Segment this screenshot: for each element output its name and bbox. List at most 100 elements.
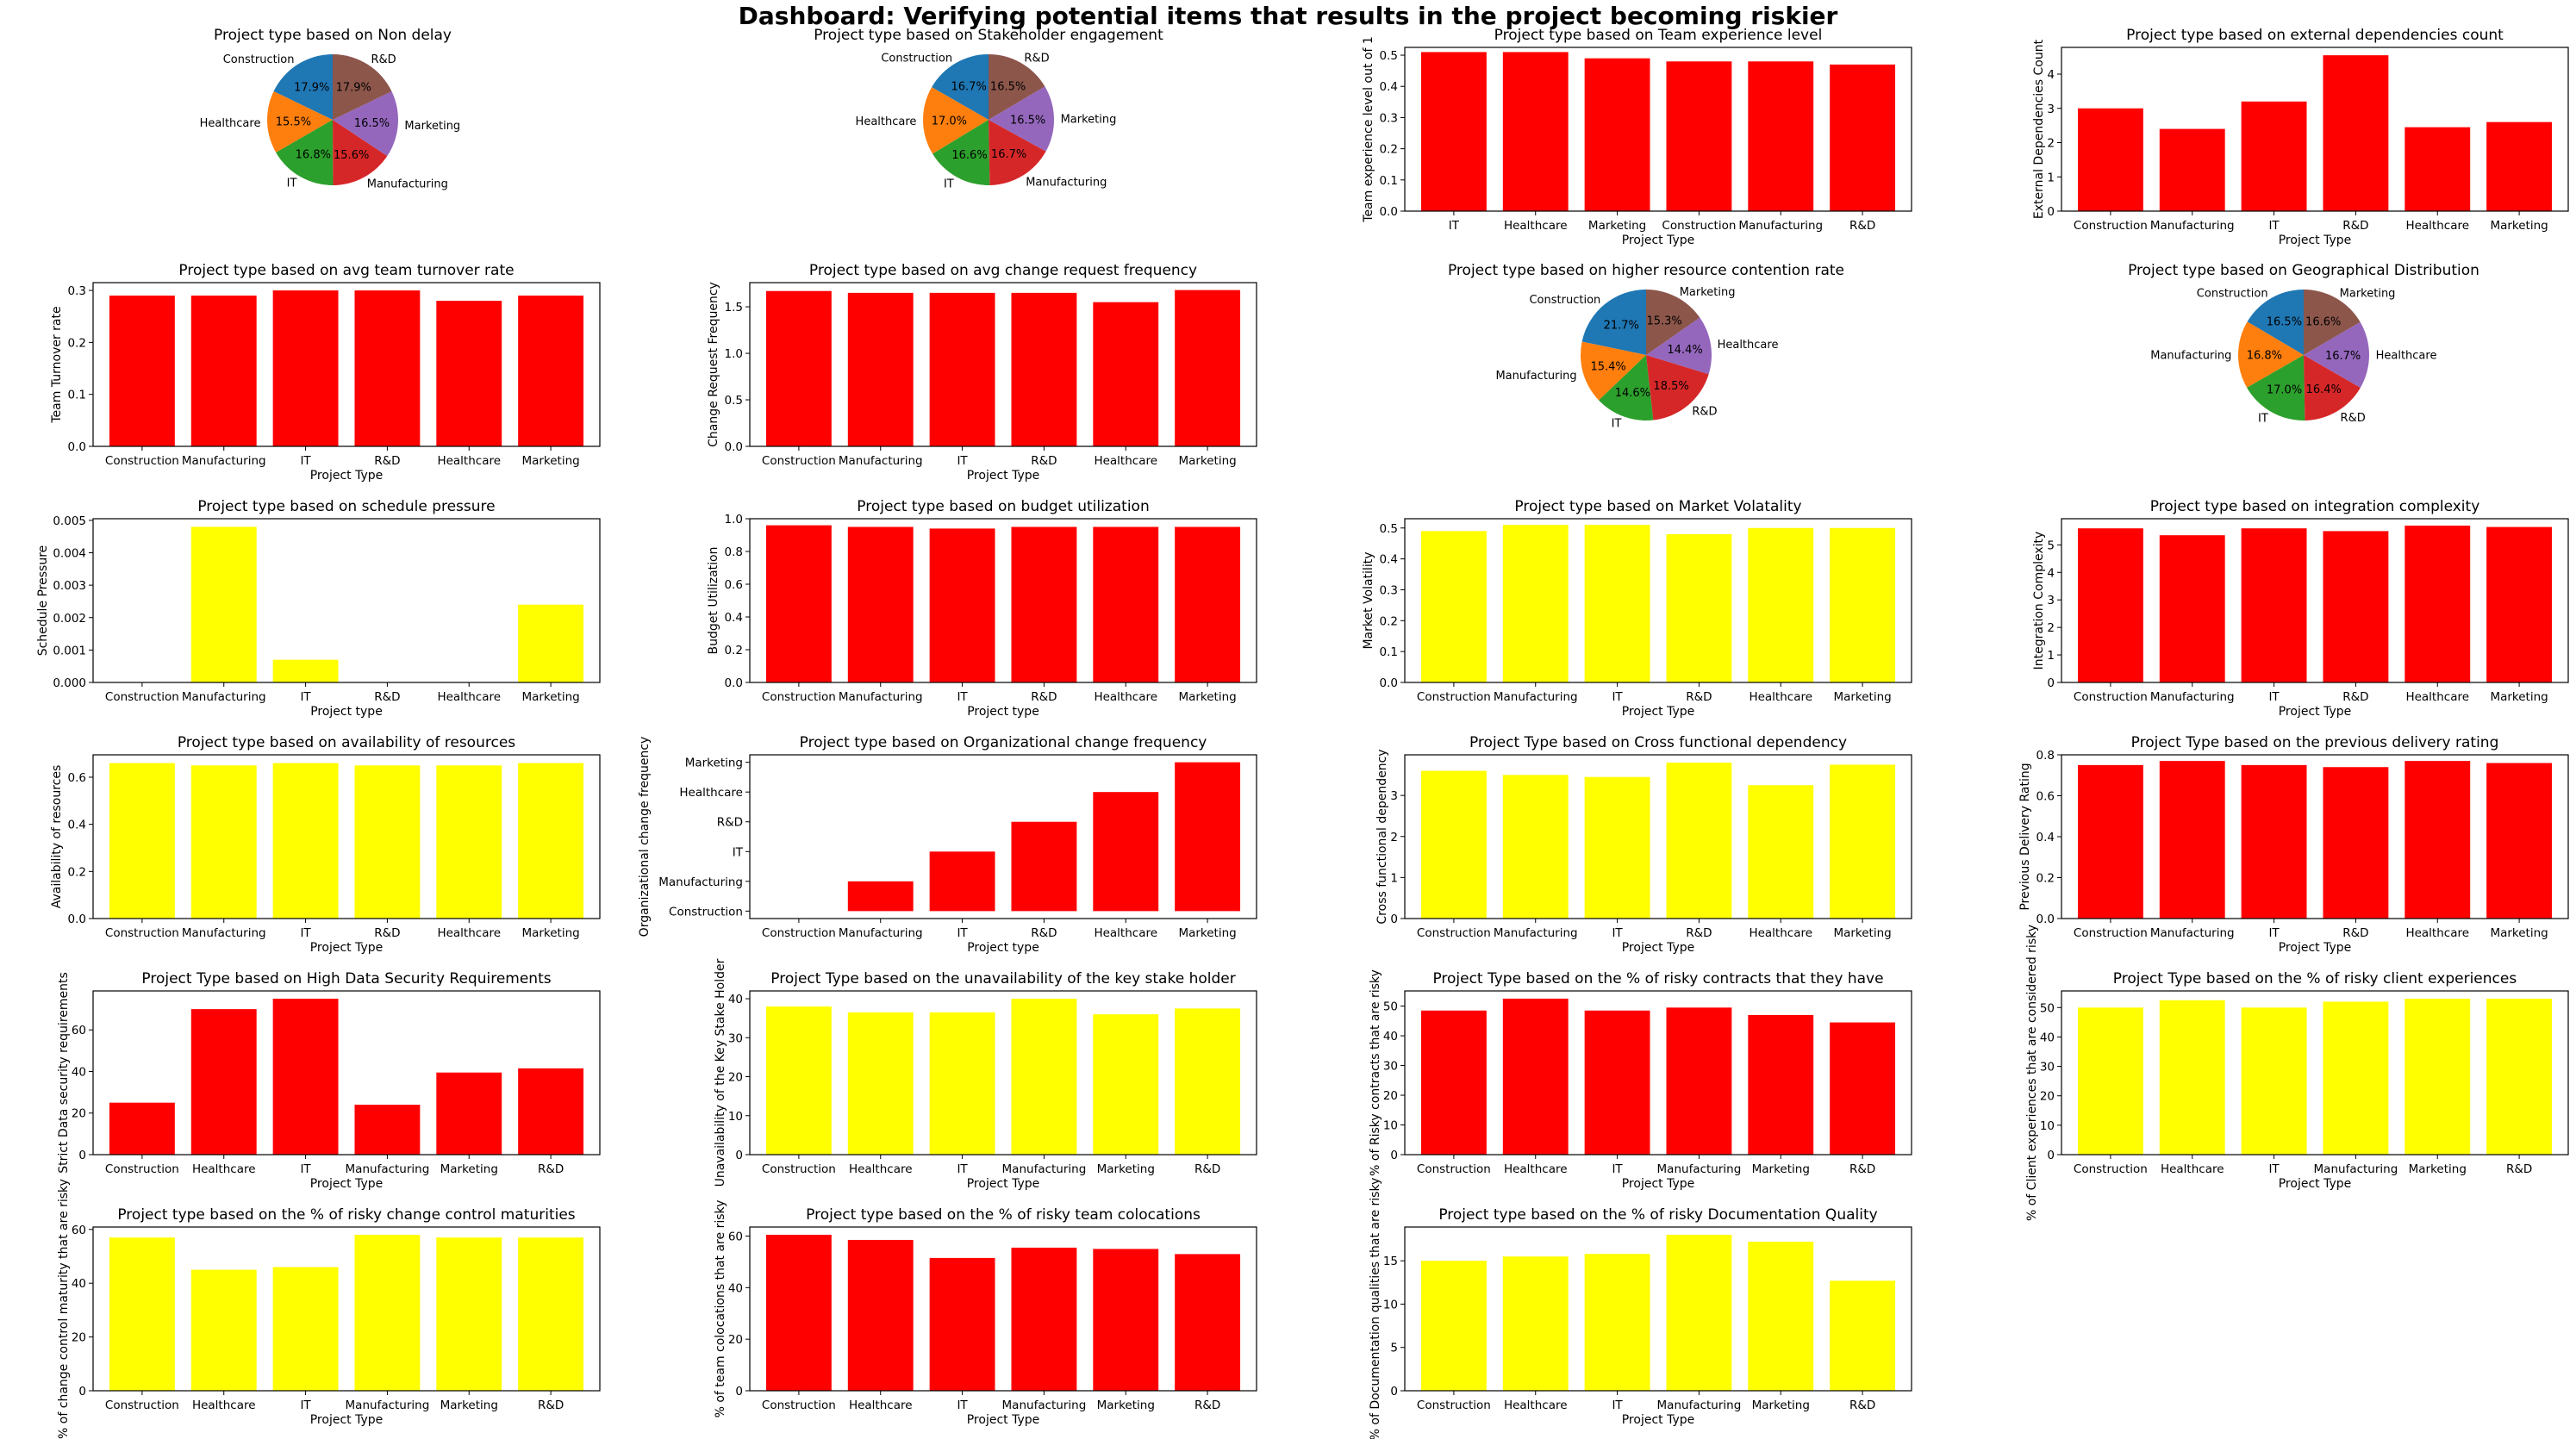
y-tick-label: 60	[72, 1224, 86, 1237]
chart-title: Project type based on Team experience le…	[1494, 27, 1823, 44]
chart-18: Project Type based on the unavailability…	[714, 958, 1257, 1191]
y-tick-label: Manufacturing	[658, 875, 743, 889]
axes-frame	[92, 282, 601, 447]
y-axis-label: Team experience level out of 1	[1362, 36, 1375, 222]
y-tick-label: 3	[2047, 103, 2055, 116]
y-tick-label: 0.2	[68, 336, 86, 350]
chart-title: Project type based on Geographical Distr…	[2128, 262, 2479, 279]
y-tick-label: R&D	[717, 816, 743, 830]
pie-category-label: R&D	[1024, 52, 1049, 65]
x-tick-label: R&D	[1194, 1162, 1220, 1176]
pie-percent-label: 16.8%	[2247, 350, 2282, 363]
pie-percent-label: 16.7%	[991, 148, 1026, 161]
y-tick-label: 0	[735, 1385, 743, 1399]
chart-5: Project type based on avg team turnover …	[50, 262, 601, 483]
x-axis-label: Project Type	[1622, 1413, 1695, 1427]
x-tick-label: Construction	[1417, 1399, 1491, 1412]
x-axis-label: Project Type	[2279, 234, 2352, 247]
y-tick-label: 0	[2047, 676, 2055, 690]
x-tick-label: IT	[1449, 219, 1460, 233]
y-tick-label: 2	[2047, 621, 2055, 635]
y-tick-label: 3	[2047, 594, 2055, 607]
chart-23: Project type based on the % of risky Doc…	[1369, 1178, 1912, 1439]
y-tick-label: 4	[2047, 566, 2055, 580]
y-tick-label: 30	[1383, 1060, 1398, 1074]
pie-percent-label: 17.0%	[932, 115, 967, 128]
y-tick-label: 0.6	[2036, 790, 2055, 804]
y-tick-label: 0.2	[725, 644, 743, 657]
chart-12: Project type based on integration comple…	[2032, 498, 2569, 719]
x-tick-label: IT	[1612, 690, 1623, 704]
y-tick-label: 0	[735, 1149, 743, 1162]
bar-r-d	[1175, 1008, 1241, 1155]
bar-manufacturing	[2159, 761, 2225, 919]
y-axis-label: Organizational change frequency	[638, 737, 652, 938]
x-tick-label: Healthcare	[437, 454, 501, 468]
bar-it	[929, 292, 995, 446]
x-tick-label: Healthcare	[2405, 690, 2469, 704]
x-tick-label: Healthcare	[849, 1162, 913, 1176]
x-tick-label: Healthcare	[437, 926, 501, 940]
x-tick-label: IT	[2268, 219, 2280, 233]
x-tick-label: Manufacturing	[1494, 690, 1578, 704]
pie-percent-label: 17.0%	[2267, 384, 2302, 397]
pie-category-label: Marketing	[1680, 286, 1736, 299]
bar-manufacturing	[847, 292, 914, 446]
y-tick-label: 0.0	[725, 676, 743, 690]
pie-category-label: Manufacturing	[367, 178, 448, 191]
y-axis-label: Team Turnover rate	[50, 306, 64, 423]
axes-frame	[2061, 518, 2569, 683]
pie-slice-marketing	[333, 91, 399, 157]
bar-it	[272, 290, 339, 446]
x-tick-label: Construction	[2074, 926, 2148, 940]
y-tick-label: 1	[1390, 871, 1398, 885]
x-axis-label: Project type	[967, 705, 1039, 719]
bar-marketing	[2404, 999, 2471, 1155]
bar-manufacturing	[847, 526, 914, 682]
pie-percent-label: 16.5%	[1010, 114, 1045, 127]
x-tick-label: Construction	[1417, 926, 1491, 940]
x-tick-label: Healthcare	[2405, 926, 2469, 940]
bar-construction	[109, 763, 175, 919]
x-axis-label: Project Type	[310, 1177, 384, 1191]
chart-13: Project type based on availability of re…	[50, 734, 601, 955]
pie-slice-r-d	[333, 53, 392, 120]
y-tick-label: 0.2	[1380, 614, 1398, 628]
bar-construction	[2077, 528, 2143, 682]
bar-construction	[2077, 108, 2143, 211]
x-tick-label: R&D	[2342, 926, 2368, 940]
bar-healthcare	[2404, 525, 2471, 682]
x-tick-label: Marketing	[1097, 1399, 1155, 1412]
bar-manufacturing	[1011, 999, 1077, 1155]
bar-marketing	[2486, 763, 2553, 919]
pie-slice-it	[2247, 355, 2305, 421]
x-tick-label: Healthcare	[192, 1162, 256, 1176]
chart-title: Project type based on integration comple…	[2150, 498, 2480, 515]
pie-category-label: R&D	[2341, 412, 2366, 425]
x-tick-label: R&D	[1849, 1399, 1875, 1412]
x-tick-label: IT	[2268, 1162, 2280, 1176]
pie-percent-label: 15.5%	[276, 116, 311, 129]
bar-it	[272, 763, 339, 919]
x-tick-label: R&D	[2506, 1162, 2532, 1176]
y-tick-label: 40	[1383, 1030, 1398, 1043]
bar-healthcare	[190, 1009, 257, 1155]
y-tick-label: 0	[2047, 205, 2055, 219]
chart-title: Project Type based on the previous deliv…	[2131, 734, 2499, 751]
axes-frame	[1404, 47, 1912, 212]
bar-healthcare	[1748, 527, 1814, 682]
bar-it	[2241, 528, 2307, 682]
x-axis-label: Project Type	[1622, 941, 1695, 955]
chart-20: Project Type based on the % of risky cli…	[2025, 925, 2569, 1221]
x-tick-label: IT	[300, 1399, 311, 1412]
bar-healthcare	[190, 1269, 257, 1391]
pie-percent-label: 16.5%	[2267, 315, 2302, 328]
pie-slice-healthcare	[923, 87, 989, 154]
pie-category-label: Manufacturing	[1026, 177, 1107, 190]
bar-marketing	[1830, 527, 1896, 682]
y-tick-label: 0.4	[725, 611, 743, 625]
bar-healthcare	[436, 765, 502, 919]
y-axis-label: External Dependencies Count	[2032, 39, 2046, 219]
bar-construction	[1666, 61, 1732, 212]
chart-11: Project type based on Market Volatality C…	[1362, 498, 1912, 719]
